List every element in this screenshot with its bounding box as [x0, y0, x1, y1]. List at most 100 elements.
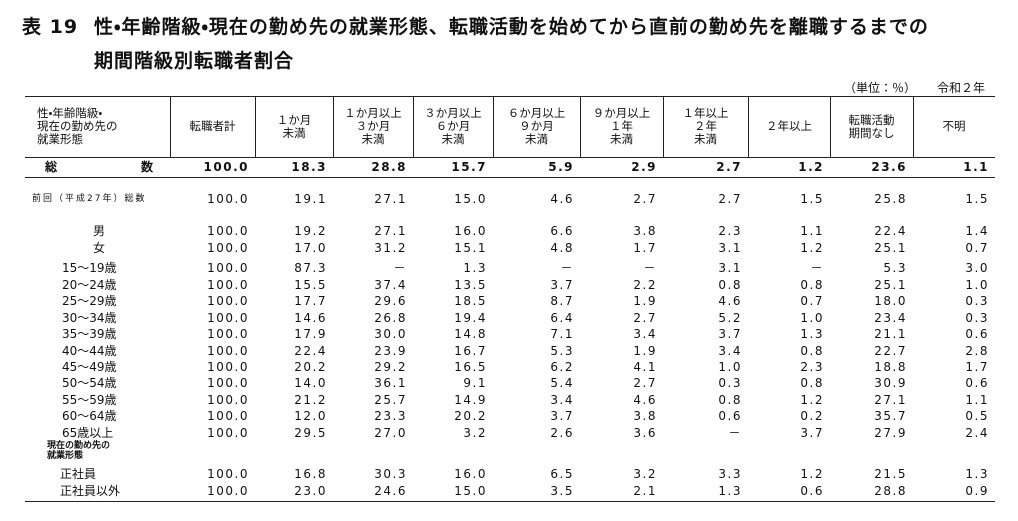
cell-value: 3.8	[633, 409, 657, 423]
cell-value: 2.9	[631, 160, 657, 174]
unit-note: （単位：％）	[844, 81, 917, 95]
column-divider	[413, 96, 414, 157]
cell-value: 0.3	[718, 376, 742, 390]
cell-value: 1.2	[800, 467, 824, 481]
cell-value: 1.1	[800, 224, 824, 238]
cell-value: 18.3	[291, 160, 327, 174]
cell-value: 0.7	[800, 294, 824, 308]
cell-value: 100.0	[207, 294, 249, 308]
cell-value: 22.4	[874, 224, 907, 238]
cell-value: 14.9	[454, 393, 487, 407]
column-header: 転職者計	[189, 119, 236, 133]
row-label: 60～64歳	[62, 409, 117, 423]
column-header: ２年以上	[766, 119, 812, 133]
cell-value: 16.5	[454, 360, 487, 374]
cell-value: 1.0	[965, 278, 989, 292]
cell-value: 23.6	[871, 160, 907, 174]
cell-value: 16.0	[454, 467, 487, 481]
cell-value: 4.6	[633, 393, 657, 407]
cell-value: 2.7	[633, 311, 657, 325]
cell-value: 2.8	[965, 344, 989, 358]
cell-value: 3.5	[550, 484, 574, 498]
cell-value: 1.0	[718, 360, 742, 374]
row-label: 総数	[45, 160, 153, 174]
cell-value: 7.1	[550, 327, 574, 341]
cell-value: 3.2	[463, 426, 487, 440]
cell-value: 0.3	[965, 294, 989, 308]
column-header: ６か月以上 ９か月 未満	[507, 106, 566, 146]
cell-value: 12.0	[294, 409, 327, 423]
cell-value: 17.9	[294, 327, 327, 341]
cell-value: 3.4	[633, 327, 657, 341]
cell-value: 1.0	[800, 311, 824, 325]
cell-value: 5.3	[883, 261, 907, 275]
cell-value: 2.4	[965, 426, 989, 440]
cell-value: 27.0	[374, 426, 407, 440]
row-label: 女	[93, 241, 106, 255]
cell-value: 100.0	[207, 311, 249, 325]
cell-value: 2.7	[718, 192, 742, 206]
column-header: 不明	[942, 119, 966, 133]
cell-value: 87.3	[294, 261, 327, 275]
year-note: 令和２年	[937, 81, 986, 95]
cell-value: －	[728, 426, 742, 440]
rule	[25, 501, 995, 502]
cell-value: 5.2	[718, 311, 742, 325]
cell-value: 18.8	[874, 360, 907, 374]
cell-value: 6.6	[550, 224, 574, 238]
cell-value: 25.8	[874, 192, 907, 206]
cell-value: 20.2	[294, 360, 327, 374]
row-label: 50～54歳	[62, 376, 117, 390]
cell-value: 4.6	[550, 192, 574, 206]
cell-value: 2.1	[633, 484, 657, 498]
cell-value: 2.6	[550, 426, 574, 440]
column-header: 転職活動 期間なし	[848, 112, 895, 140]
cell-value: 17.0	[294, 241, 327, 255]
cell-value: 3.7	[718, 327, 742, 341]
cell-value: 1.7	[633, 241, 657, 255]
cell-value: 1.5	[800, 192, 824, 206]
column-divider	[663, 96, 664, 157]
cell-value: 21.2	[294, 393, 327, 407]
cell-value: 1.9	[633, 344, 657, 358]
cell-value: 30.0	[374, 327, 407, 341]
cell-value: 30.9	[874, 376, 907, 390]
cell-value: 100.0	[203, 160, 249, 174]
cell-value: 3.7	[550, 278, 574, 292]
cell-value: 3.7	[550, 409, 574, 423]
cell-value: 1.9	[633, 294, 657, 308]
cell-value: 100.0	[207, 376, 249, 390]
column-divider	[748, 96, 749, 157]
cell-value: 15.7	[451, 160, 487, 174]
title-line: 性・年齢階級・現在の勤め先の就業形態、転職活動を始めてから直前の勤め先を離職する…	[94, 16, 929, 38]
cell-value: －	[810, 261, 824, 275]
cell-value: 100.0	[207, 224, 249, 238]
cell-value: 3.2	[633, 467, 657, 481]
cell-value: 1.1	[965, 393, 989, 407]
cell-value: 21.1	[874, 327, 907, 341]
cell-value: 0.5	[965, 409, 989, 423]
cell-value: 29.5	[294, 426, 327, 440]
cell-value: 23.3	[374, 409, 407, 423]
rule	[25, 157, 995, 158]
cell-value: 5.3	[550, 344, 574, 358]
cell-value: 15.0	[454, 484, 487, 498]
cell-value: 27.1	[374, 192, 407, 206]
column-divider	[493, 96, 494, 157]
cell-value: 100.0	[207, 409, 249, 423]
cell-value: 23.0	[294, 484, 327, 498]
cell-value: 6.2	[550, 360, 574, 374]
cell-value: 0.9	[965, 484, 989, 498]
column-header: １か月以上 ３か月 未満	[344, 106, 402, 146]
row-label: 正社員以外	[60, 484, 121, 498]
cell-value: 100.0	[207, 393, 249, 407]
cell-value: －	[643, 261, 657, 275]
cell-value: 5.4	[550, 376, 574, 390]
cell-value: 19.2	[294, 224, 327, 238]
cell-value: －	[393, 261, 407, 275]
column-header: ９か月以上 １年 未満	[592, 106, 651, 146]
cell-value: －	[560, 261, 574, 275]
cell-value: 1.3	[965, 467, 989, 481]
cell-value: 25.1	[874, 278, 907, 292]
